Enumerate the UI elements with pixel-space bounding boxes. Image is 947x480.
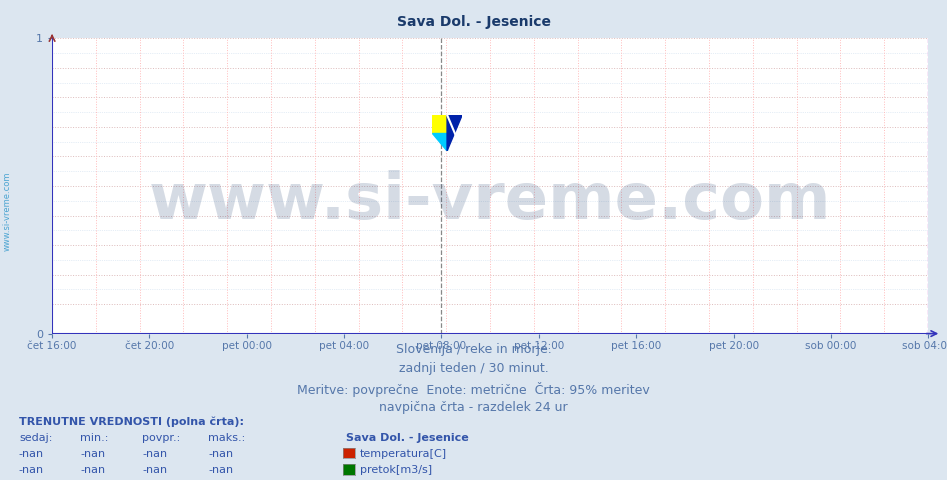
Text: -nan: -nan — [19, 465, 45, 475]
Text: www.si-vreme.com: www.si-vreme.com — [3, 171, 12, 251]
Text: maks.:: maks.: — [208, 432, 245, 443]
Text: -nan: -nan — [80, 465, 106, 475]
Text: -nan: -nan — [142, 465, 168, 475]
Text: Meritve: povprečne  Enote: metrične  Črta: 95% meritev: Meritve: povprečne Enote: metrične Črta:… — [297, 382, 650, 396]
Text: -nan: -nan — [208, 449, 234, 459]
Bar — [432, 115, 447, 133]
Text: zadnji teden / 30 minut.: zadnji teden / 30 minut. — [399, 362, 548, 375]
Text: -nan: -nan — [208, 465, 234, 475]
Text: pretok[m3/s]: pretok[m3/s] — [360, 465, 432, 475]
Text: www.si-vreme.com: www.si-vreme.com — [149, 170, 831, 232]
Text: navpična črta - razdelek 24 ur: navpična črta - razdelek 24 ur — [379, 401, 568, 414]
Text: povpr.:: povpr.: — [142, 432, 180, 443]
Text: Slovenija / reke in morje.: Slovenija / reke in morje. — [396, 343, 551, 356]
Text: Sava Dol. - Jesenice: Sava Dol. - Jesenice — [397, 15, 550, 29]
Polygon shape — [447, 115, 462, 151]
Text: sedaj:: sedaj: — [19, 432, 52, 443]
Text: Sava Dol. - Jesenice: Sava Dol. - Jesenice — [346, 432, 469, 443]
Text: min.:: min.: — [80, 432, 109, 443]
Text: TRENUTNE VREDNOSTI (polna črta):: TRENUTNE VREDNOSTI (polna črta): — [19, 416, 244, 427]
Text: -nan: -nan — [80, 449, 106, 459]
Text: -nan: -nan — [142, 449, 168, 459]
Polygon shape — [432, 133, 447, 151]
Text: -nan: -nan — [19, 449, 45, 459]
Text: temperatura[C]: temperatura[C] — [360, 449, 447, 459]
